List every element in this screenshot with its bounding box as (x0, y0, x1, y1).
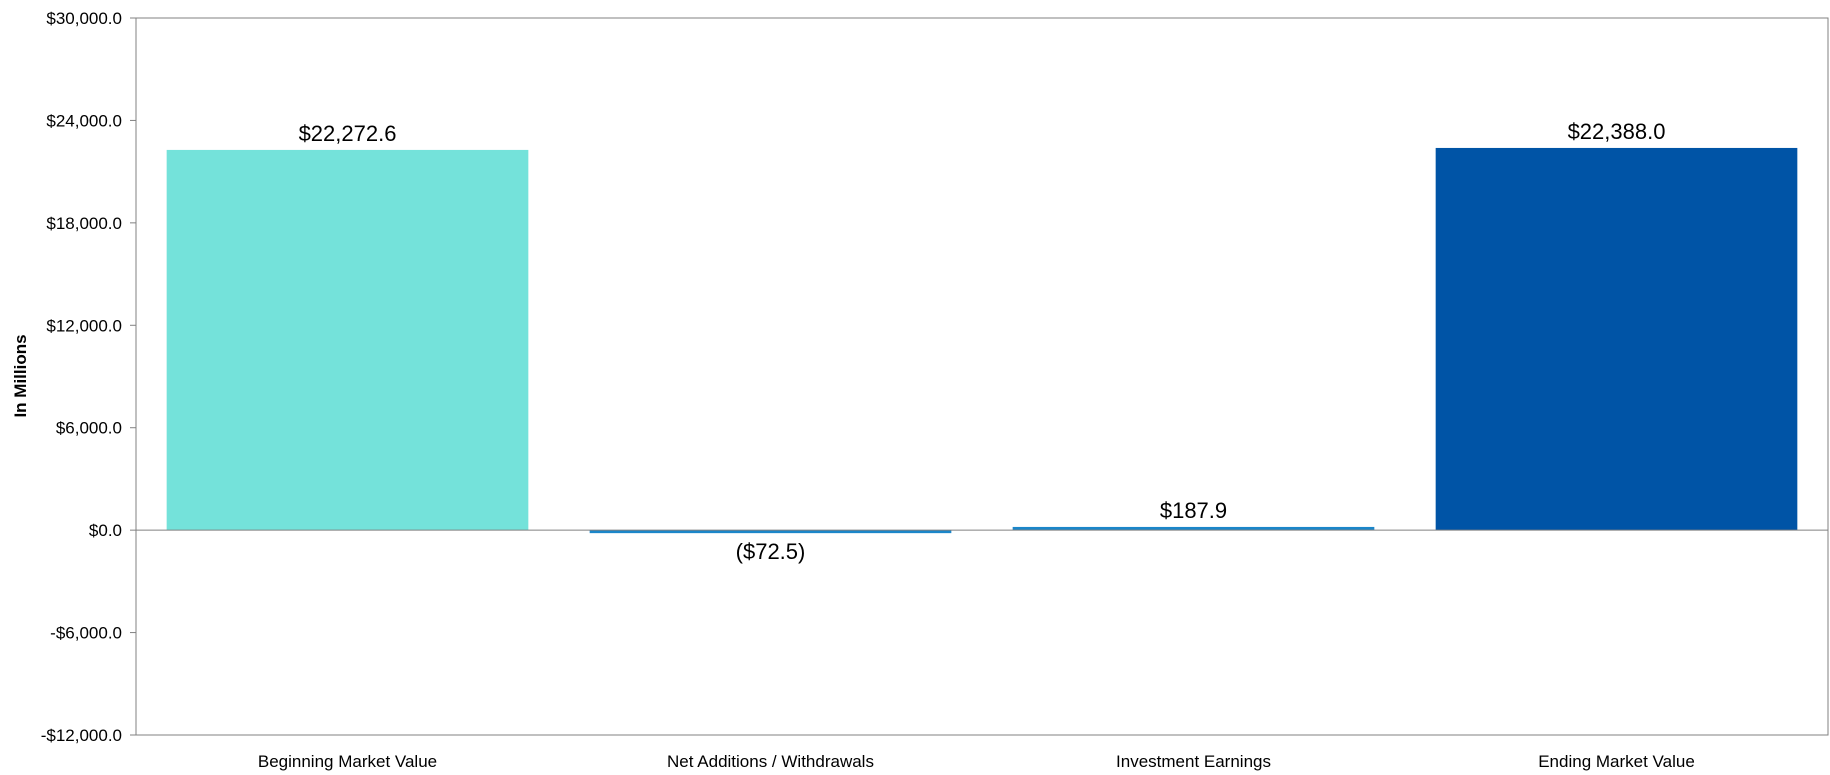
data-label: $22,272.6 (299, 121, 397, 146)
y-tick-label: $18,000.0 (46, 214, 122, 233)
y-axis-ticks: $30,000.0 $24,000.0 $18,000.0 $12,000.0 $6,0… (41, 9, 136, 745)
category-label: Ending Market Value (1538, 752, 1695, 771)
category-label: Investment Earnings (1116, 752, 1271, 771)
y-tick-label: $0.0 (89, 521, 122, 540)
category-label: Net Additions / Withdrawals (667, 752, 874, 771)
y-tick-label: $12,000.0 (46, 316, 122, 335)
bar (589, 530, 952, 534)
y-tick-label: $30,000.0 (46, 9, 122, 28)
category-labels: Beginning Market Value Net Additions / Wi… (258, 752, 1695, 771)
y-tick-label: -$12,000.0 (41, 726, 122, 745)
y-tick-label: -$6,000.0 (50, 624, 122, 643)
data-label: $22,388.0 (1568, 119, 1666, 144)
category-label: Beginning Market Value (258, 752, 437, 771)
bars (166, 147, 1798, 534)
bar (166, 149, 529, 531)
data-label: $187.9 (1160, 498, 1227, 523)
data-labels: $22,272.6 ($72.5) $187.9 $22,388.0 (299, 119, 1666, 564)
y-axis-label: In Millions (11, 334, 30, 417)
data-label: ($72.5) (736, 539, 806, 564)
bar (1435, 147, 1798, 531)
y-tick-label: $6,000.0 (56, 419, 122, 438)
bar (1012, 526, 1375, 531)
y-tick-label: $24,000.0 (46, 111, 122, 130)
